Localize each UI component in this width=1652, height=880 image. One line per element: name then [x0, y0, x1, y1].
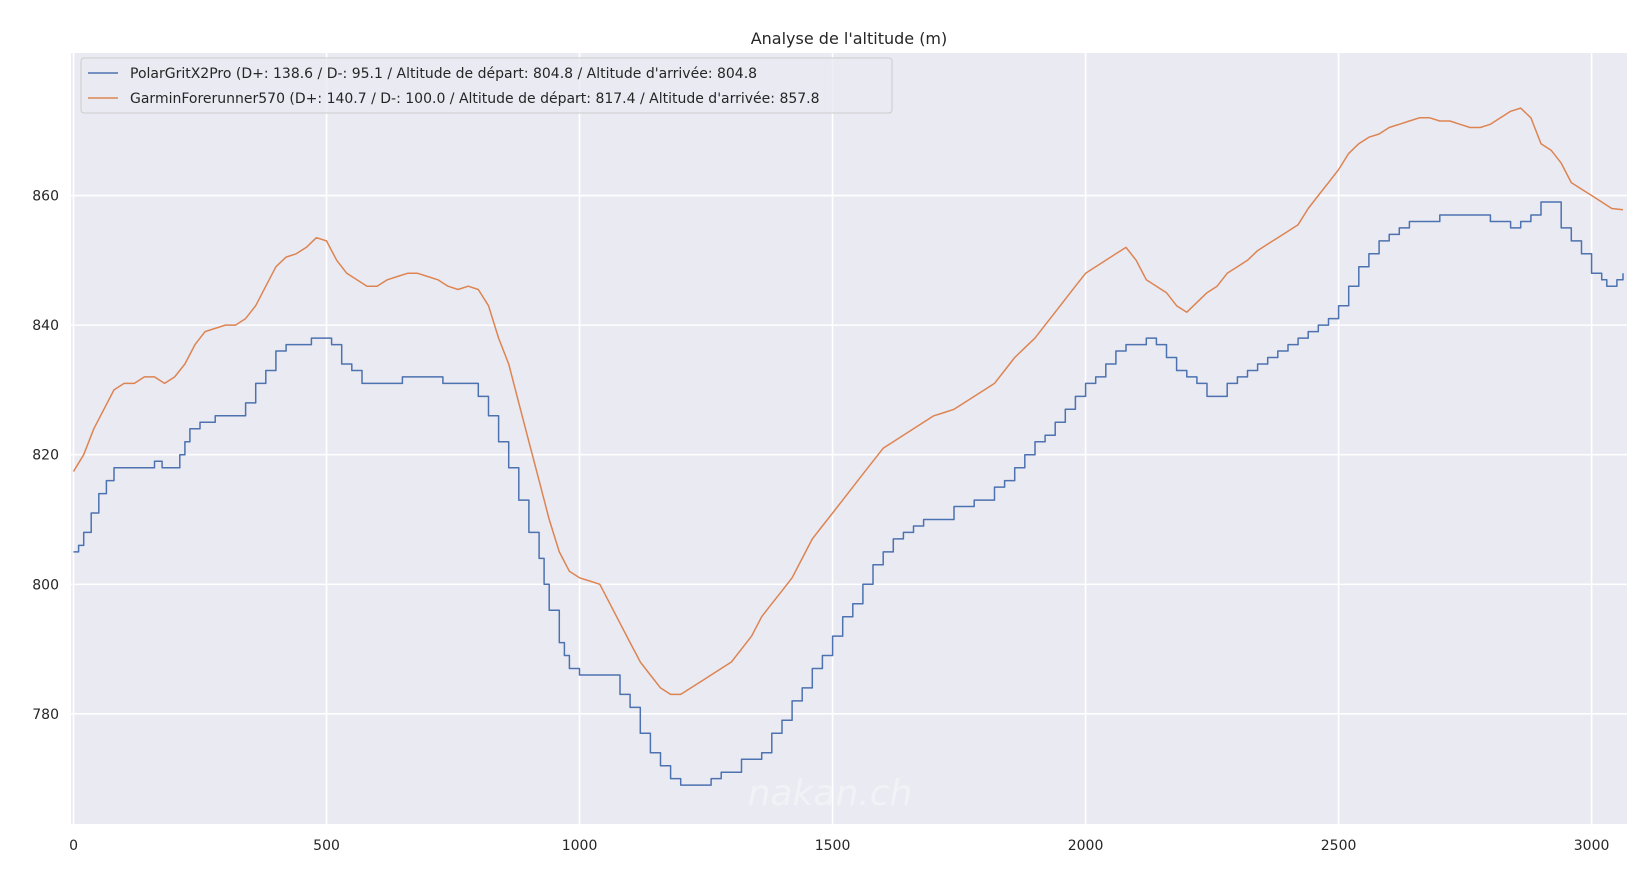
- series-line-1: [72, 107, 1624, 696]
- x-tick-label: 2000: [1068, 838, 1104, 854]
- x-tick-label: 2500: [1321, 838, 1357, 854]
- chart-title: Analyse de l'altitude (m): [751, 29, 948, 48]
- x-tick-label: 3000: [1574, 838, 1610, 854]
- x-tick-label: 1000: [562, 838, 598, 854]
- series-line-0: [73, 201, 1624, 786]
- x-tick-label: 1500: [815, 838, 851, 854]
- legend-label-garmin: GarminForerunner570 (D+: 140.7 / D-: 100…: [130, 91, 820, 107]
- x-tick-label: 500: [313, 838, 340, 854]
- x-tick-label: 0: [69, 838, 78, 854]
- legend: PolarGritX2Pro (D+: 138.6 / D-: 95.1 / A…: [80, 57, 893, 114]
- y-tick-label: 860: [32, 189, 59, 205]
- y-tick-label: 800: [32, 577, 59, 593]
- y-tick-label: 780: [32, 707, 59, 723]
- legend-box: [80, 57, 893, 114]
- axis-ticks: 0 500 1000 1500 2000 2500 3000 780 800 820 840 860: [32, 189, 1609, 854]
- watermark: nakan.ch: [748, 773, 913, 814]
- legend-label-polar: PolarGritX2Pro (D+: 138.6 / D-: 95.1 / A…: [130, 66, 757, 82]
- grid: [71, 53, 1627, 824]
- y-tick-label: 820: [32, 448, 59, 464]
- y-tick-label: 840: [32, 318, 59, 334]
- plot-area: [71, 53, 1627, 824]
- series-group: [72, 107, 1624, 786]
